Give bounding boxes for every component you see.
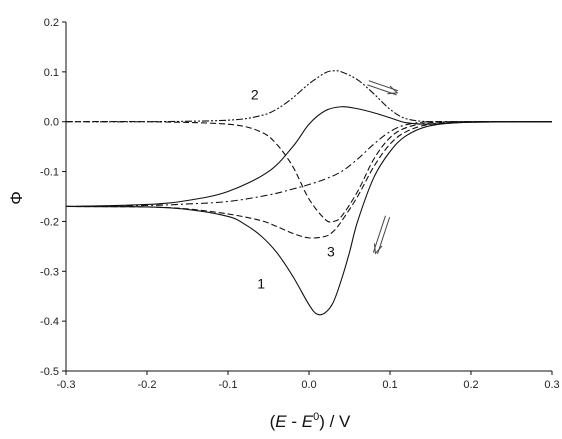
upper-direction-arrow	[367, 80, 399, 96]
x-axis-title-minus: -	[287, 412, 302, 431]
x-axis-title-open: (	[270, 412, 276, 431]
x-tick-label: -0.1	[219, 379, 238, 391]
curve-2-forward-line	[65, 120, 553, 223]
arrow-head	[373, 243, 383, 255]
lower-direction-arrow	[372, 215, 391, 255]
y-tick-label: -0.5	[40, 366, 59, 378]
arrow-shaft	[377, 216, 391, 255]
x-axis-title-close: ) / V	[319, 412, 351, 431]
ticks: -0.3 -0.2 -0.1 0.0 0.1 0.2 0.3 0.2 0.1 0.0 -0.1 -0.…	[40, 17, 560, 391]
series-layer	[65, 70, 553, 316]
y-tick-label: -0.1	[40, 167, 59, 179]
y-tick-label: 0.1	[44, 67, 59, 79]
arrow-head	[387, 85, 399, 95]
y-tick-label: -0.4	[40, 316, 59, 328]
x-tick-label: 0.2	[463, 379, 478, 391]
curve-3-reverse-line	[65, 120, 552, 208]
x-tick-label: 0.3	[544, 379, 559, 391]
y-tick-label: 0.2	[44, 17, 59, 29]
x-axis-title-e0: E	[302, 412, 314, 431]
curve-label-3: 3	[327, 243, 335, 259]
curve-label-2: 2	[251, 86, 259, 102]
x-axis-title: (E - E0) / V	[270, 411, 351, 431]
x-axis-title-e: E	[275, 412, 287, 431]
curve-2-reverse-line	[65, 70, 552, 123]
y-tick-label: -0.3	[40, 266, 59, 278]
y-axis-title: Φ	[7, 191, 26, 205]
x-tick-label: 0.0	[301, 379, 316, 391]
y-tick-label: 0.0	[44, 117, 59, 129]
curve-3-forward-line	[65, 120, 553, 239]
axes	[65, 22, 552, 372]
x-axis-title-superscript: 0	[313, 411, 319, 423]
curve-label-1: 1	[257, 276, 265, 292]
arrow-shaft	[372, 215, 386, 253]
annotation-layer: 2 3 1	[251, 80, 399, 292]
curve-1-forward-line	[65, 121, 553, 316]
x-tick-label: -0.2	[138, 379, 157, 391]
x-tick-label: 0.1	[382, 379, 397, 391]
x-tick-label: -0.3	[57, 379, 76, 391]
y-tick-label: -0.2	[40, 216, 59, 228]
